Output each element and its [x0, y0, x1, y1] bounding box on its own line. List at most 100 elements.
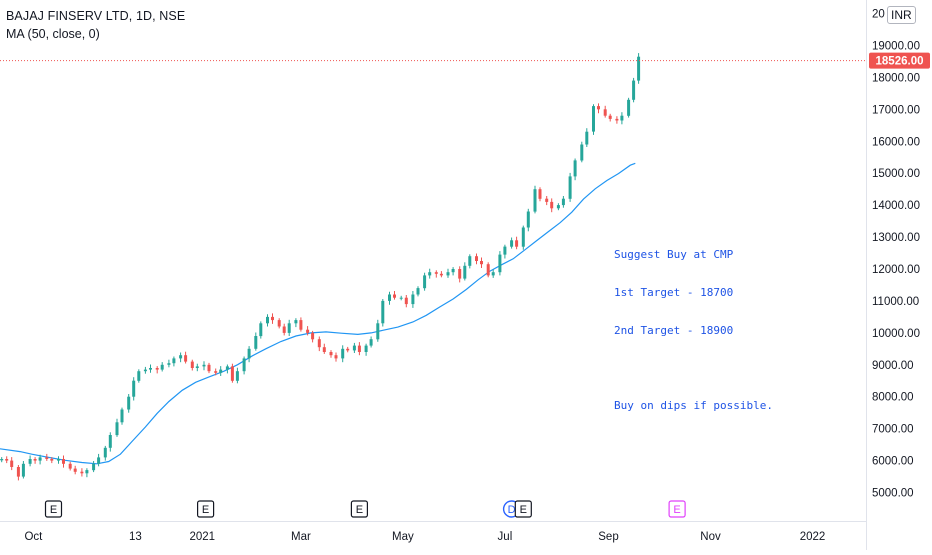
event-label: E: [50, 504, 57, 516]
annotation-line-3: 2nd Target - 18900: [614, 323, 734, 337]
candle: [580, 141, 584, 163]
candle: [341, 345, 345, 363]
candle-body: [608, 115, 612, 119]
indicator-legend[interactable]: MA (50, close, 0): [6, 27, 100, 41]
x-tick-label: Sep: [598, 531, 618, 543]
candle: [369, 336, 373, 348]
event-label: D: [508, 504, 516, 516]
ma-layer: [0, 162, 636, 465]
candle-body: [120, 409, 124, 423]
candle-body: [317, 339, 321, 348]
candle-body: [311, 332, 315, 340]
candle-body: [62, 459, 65, 464]
candle: [73, 465, 77, 475]
candle-body: [545, 198, 549, 202]
candle-body: [346, 348, 350, 351]
candle: [399, 295, 403, 301]
event-label: E: [520, 504, 527, 516]
candle-body: [568, 176, 572, 199]
candle: [463, 262, 467, 281]
candle-body: [235, 371, 239, 381]
candle: [486, 262, 490, 278]
candle: [68, 461, 72, 471]
candle-body: [80, 471, 84, 474]
candle: [364, 343, 368, 356]
candle: [242, 356, 246, 375]
candle: [5, 456, 9, 464]
candle-body: [207, 364, 211, 372]
earnings-marker[interactable]: E: [197, 500, 215, 518]
candle-body: [632, 80, 636, 100]
y-tick-label: 6000.00: [872, 456, 914, 468]
y-axis-labels: 5000.00 6000.00 7000.00 8000.00 9000.00 10000…: [869, 9, 930, 500]
candle-body: [446, 272, 450, 276]
candle-body: [491, 272, 495, 276]
candle-body: [184, 355, 188, 362]
candle-body: [515, 240, 519, 247]
candle-body: [615, 118, 619, 121]
currency-badge[interactable]: INR: [887, 6, 916, 24]
candle: [0, 457, 4, 463]
earnings-marker[interactable]: E: [44, 500, 63, 518]
y-tick-label: 8000.00: [872, 392, 914, 404]
candle-body: [510, 240, 514, 247]
candle: [306, 326, 310, 336]
candle: [214, 368, 218, 376]
candle: [404, 295, 408, 308]
candle-body: [299, 320, 303, 330]
chart-title[interactable]: BAJAJ FINSERV LTD, 1D, NSE: [6, 9, 186, 23]
y-tick-label: 17000.00: [872, 104, 920, 116]
candle: [172, 356, 176, 367]
candle: [592, 104, 595, 135]
candle: [184, 351, 188, 364]
candle: [287, 319, 291, 336]
candle-body: [357, 345, 361, 352]
candle: [207, 362, 211, 374]
candle-body: [172, 358, 176, 364]
candle-body: [627, 99, 631, 116]
candle-body: [190, 361, 194, 368]
x-tick-label: Oct: [24, 531, 43, 543]
candle-body: [573, 160, 577, 177]
candle-body: [254, 336, 258, 349]
earnings-marker-shape: [350, 500, 368, 518]
candle-body: [592, 106, 595, 132]
y-tick-label: 5000.00: [872, 488, 914, 500]
candle-body: [85, 470, 89, 474]
candle: [179, 352, 183, 363]
candle: [585, 128, 589, 147]
y-tick-label: 18000.00: [872, 72, 920, 84]
candle-body: [364, 345, 368, 352]
candle: [468, 254, 472, 269]
candle: [346, 346, 350, 353]
earnings-marker-shape: [44, 500, 63, 518]
candle: [545, 196, 549, 206]
x-tick-label: Mar: [291, 531, 311, 543]
candle: [503, 244, 507, 259]
candle: [160, 362, 164, 372]
candle-body: [468, 256, 472, 266]
candle-body: [137, 371, 141, 381]
earnings-marker[interactable]: E: [514, 500, 532, 518]
candle-body: [0, 459, 4, 461]
candle: [428, 268, 432, 279]
candle: [143, 366, 147, 374]
candle-body: [521, 227, 525, 247]
ma-50-line: [0, 162, 636, 465]
candle-body: [132, 380, 136, 397]
candle-body: [68, 463, 72, 469]
candle: [451, 267, 455, 276]
candle-body: [550, 201, 554, 209]
candle: [80, 468, 84, 477]
x-tick-label: Jul: [498, 531, 513, 543]
candle-body: [411, 294, 415, 305]
candle: [475, 253, 478, 265]
candle-body: [282, 326, 286, 333]
upcoming-earnings-marker[interactable]: E: [668, 500, 686, 518]
earnings-marker[interactable]: E: [350, 500, 368, 518]
x-tick-label: 2022: [800, 531, 826, 543]
